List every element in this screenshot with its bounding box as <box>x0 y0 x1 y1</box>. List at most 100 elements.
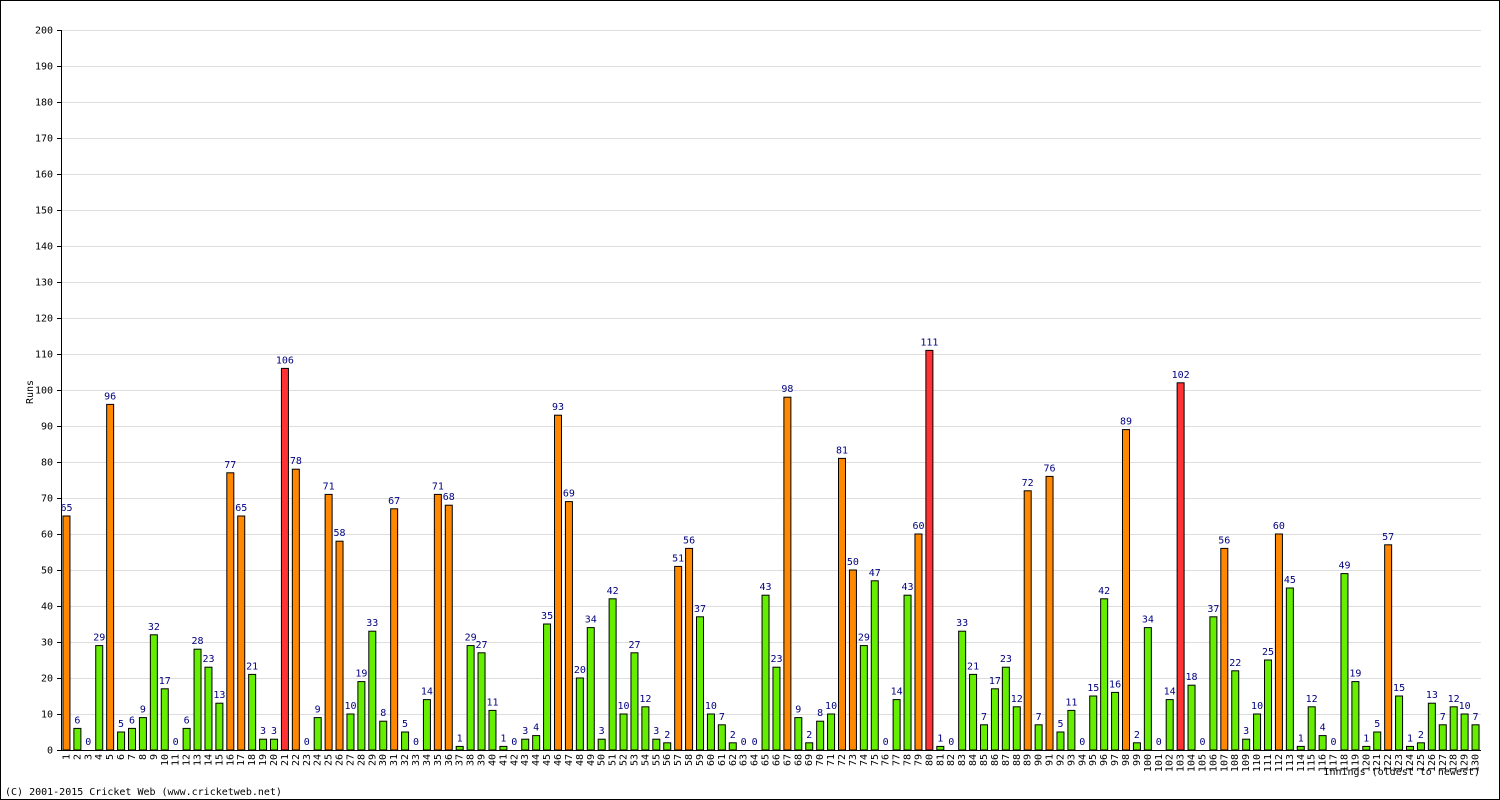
bar <box>696 616 704 751</box>
bar <box>925 349 934 751</box>
x-tick-label: 46 <box>553 754 564 766</box>
bar <box>1340 573 1349 751</box>
x-tick-label: 87 <box>1001 754 1012 766</box>
bar <box>1351 681 1360 751</box>
x-tick-label: 26 <box>335 754 346 766</box>
bar <box>1373 731 1382 751</box>
bar <box>827 713 836 751</box>
x-tick-label: 45 <box>542 754 553 766</box>
value-label: 4 <box>1320 723 1326 734</box>
value-label: 5 <box>402 719 408 730</box>
value-label: 14 <box>421 687 433 698</box>
x-tick-label: 72 <box>837 754 848 766</box>
value-label: 10 <box>705 701 717 712</box>
value-label: 32 <box>148 622 160 633</box>
value-label: 9 <box>795 705 801 716</box>
value-label: 3 <box>653 726 659 737</box>
value-label: 33 <box>956 618 968 629</box>
bar <box>95 645 104 751</box>
bar <box>280 367 289 751</box>
bar <box>1023 490 1032 751</box>
value-label: 67 <box>388 496 400 507</box>
x-tick-label: 56 <box>662 754 673 766</box>
value-label: 10 <box>1459 701 1471 712</box>
bar <box>554 414 562 751</box>
bar <box>641 706 650 751</box>
bar <box>663 742 672 751</box>
x-tick-label: 43 <box>520 754 531 766</box>
x-tick-label: 101 <box>1154 754 1165 772</box>
bar <box>564 501 573 751</box>
value-label: 1 <box>1407 733 1413 744</box>
value-label: 81 <box>836 445 848 456</box>
value-label: 29 <box>93 633 105 644</box>
y-tick-label: 90 <box>41 422 53 433</box>
bar <box>761 594 770 751</box>
value-label: 2 <box>730 730 736 741</box>
x-tick-label: 98 <box>1121 754 1132 766</box>
x-tick-label: 10 <box>160 754 171 766</box>
bar <box>106 403 115 751</box>
x-tick-label: 62 <box>728 754 739 766</box>
value-label: 0 <box>948 737 954 748</box>
bar <box>477 652 486 751</box>
value-label: 12 <box>1306 694 1318 705</box>
bar <box>335 540 344 751</box>
bar <box>488 709 497 751</box>
y-tick-label: 140 <box>35 242 53 253</box>
x-tick-label: 24 <box>313 754 324 766</box>
bar <box>1362 745 1371 751</box>
value-label: 37 <box>694 604 706 615</box>
x-tick-label: 130 <box>1471 754 1482 772</box>
bar <box>1449 706 1458 751</box>
x-tick-label: 106 <box>1208 754 1219 772</box>
bar <box>193 648 202 751</box>
value-label: 10 <box>1251 701 1263 712</box>
bar <box>433 493 442 751</box>
bar <box>521 738 530 751</box>
x-tick-label: 17 <box>236 754 247 766</box>
x-tick-label: 6 <box>116 754 127 760</box>
bar <box>291 468 300 751</box>
value-label: 71 <box>323 481 335 492</box>
x-tick-label: 37 <box>455 754 466 766</box>
bar <box>1209 616 1218 751</box>
bar <box>237 515 246 751</box>
value-label: 37 <box>1207 604 1219 615</box>
x-tick-label: 126 <box>1427 754 1438 772</box>
x-tick-label: 79 <box>913 754 924 766</box>
x-tick-label: 12 <box>182 754 193 766</box>
x-tick-label: 110 <box>1252 754 1263 772</box>
x-tick-label: 1 <box>61 754 72 760</box>
x-tick-label: 64 <box>750 754 761 766</box>
bar <box>870 580 879 751</box>
x-tick-label: 117 <box>1329 754 1340 772</box>
y-tick-label: 50 <box>41 566 53 577</box>
bar <box>1427 702 1436 751</box>
x-tick-label: 123 <box>1394 754 1405 772</box>
x-tick-label: 116 <box>1318 754 1329 772</box>
x-tick-label: 11 <box>171 754 182 766</box>
bar <box>226 472 235 751</box>
x-tick-label: 9 <box>149 754 160 760</box>
value-label: 60 <box>1273 521 1285 532</box>
x-tick-label: 90 <box>1034 754 1045 766</box>
value-label: 0 <box>413 737 419 748</box>
value-label: 20 <box>574 665 586 676</box>
value-label: 0 <box>752 737 758 748</box>
x-tick-label: 41 <box>498 754 509 766</box>
bar <box>597 738 606 751</box>
bar <box>62 515 71 751</box>
value-label: 68 <box>443 492 455 503</box>
x-tick-label: 61 <box>717 754 728 766</box>
value-label: 8 <box>380 708 386 719</box>
x-tick-label: 97 <box>1110 754 1121 766</box>
value-label: 47 <box>869 568 881 579</box>
bar <box>1122 429 1130 751</box>
bar <box>499 745 508 751</box>
bar <box>1307 706 1316 751</box>
bar <box>1264 659 1272 751</box>
value-label: 33 <box>366 618 378 629</box>
x-tick-label: 115 <box>1307 754 1318 772</box>
